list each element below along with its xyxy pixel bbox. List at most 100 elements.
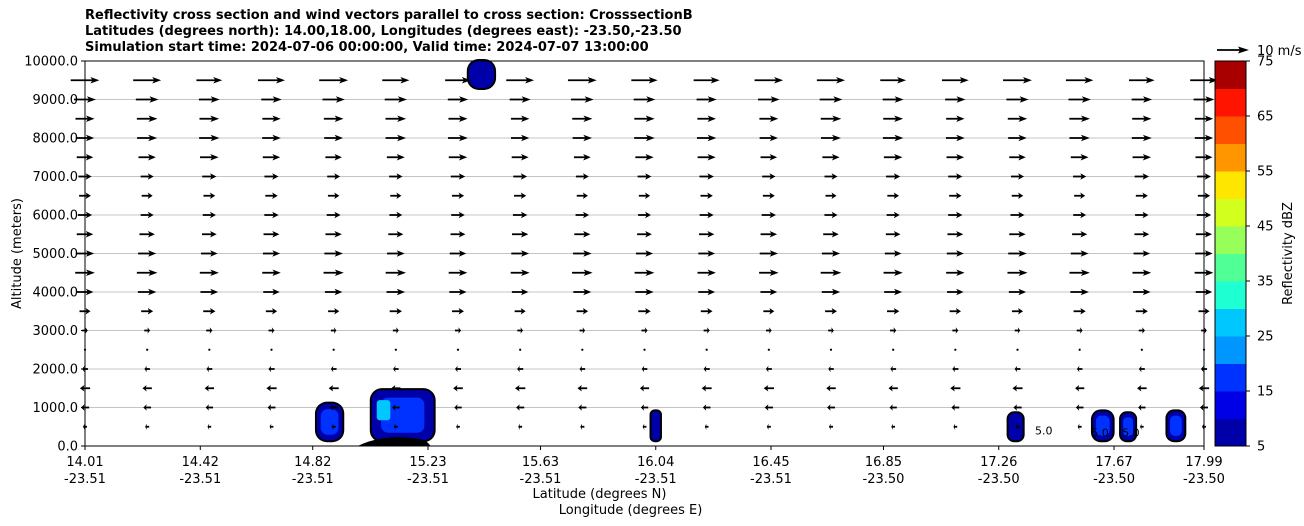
wind-vector-head — [458, 308, 465, 315]
wind-vector — [270, 348, 273, 351]
wind-vector-head — [707, 173, 714, 180]
colorbar-tick-label: 65 — [1257, 110, 1274, 125]
wind-vector — [1190, 77, 1218, 84]
wind-vector-head — [1022, 77, 1032, 84]
wind-vector-head — [645, 231, 652, 238]
wind-vector-head — [826, 385, 831, 392]
chart-title-line-2: Latitudes (degrees north): 14.00,18.00, … — [85, 24, 682, 39]
wind-vector-head — [831, 250, 841, 257]
wind-vector — [207, 423, 212, 430]
wind-vector — [264, 211, 279, 219]
wind-vector-head — [828, 365, 831, 373]
wind-vector-head — [769, 288, 778, 296]
wind-vector-head — [769, 192, 775, 199]
wind-vector — [698, 288, 716, 296]
wind-vector-head — [334, 154, 342, 161]
wind-vector-head — [459, 96, 469, 103]
wind-vector-head — [1018, 308, 1024, 315]
wind-vector — [519, 348, 522, 351]
wind-vector — [1003, 77, 1032, 84]
wind-vector — [208, 348, 211, 351]
wind-vector-head — [458, 231, 466, 238]
wind-vector — [824, 211, 838, 219]
wind-vector-head — [461, 77, 471, 84]
wind-vector — [511, 231, 529, 238]
wind-vector-head — [393, 423, 396, 430]
echo-core — [1095, 415, 1110, 436]
colorbar-segment — [1215, 116, 1246, 144]
wind-vector-head — [396, 154, 405, 161]
wind-vector — [954, 348, 957, 351]
wind-vector — [385, 134, 407, 142]
colorbar-segment — [1215, 143, 1246, 172]
wind-vector — [330, 327, 337, 334]
wind-vector-head — [769, 115, 779, 122]
wind-vector-head — [583, 231, 591, 238]
x-tick-label-lon: -23.50 — [1093, 472, 1135, 487]
wind-vector — [948, 211, 963, 219]
wind-vector — [146, 348, 149, 351]
wind-vector — [1194, 115, 1214, 122]
wind-vector-head — [1145, 77, 1155, 84]
wind-vector — [451, 308, 465, 315]
wind-vector-head — [1080, 154, 1089, 161]
chart-title-line-1: Reflectivity cross section and wind vect… — [85, 8, 693, 23]
wind-vector — [642, 423, 647, 430]
wind-vector — [1015, 423, 1020, 430]
echo-ground-outline — [357, 437, 431, 446]
wind-vector-head — [583, 154, 591, 161]
wind-vector — [945, 134, 965, 142]
wind-vector-head — [894, 115, 904, 122]
x-tick-label-lat: 15.63 — [522, 455, 559, 470]
wind-vector — [575, 211, 590, 219]
wind-vector — [142, 385, 152, 392]
wind-vector-head — [456, 423, 458, 430]
x-tick-label-lon: -23.51 — [635, 472, 677, 487]
wind-vector — [952, 327, 959, 334]
wind-vector — [705, 348, 708, 351]
wind-vector — [136, 269, 158, 276]
wind-vector-head — [891, 423, 893, 430]
wind-vector-head — [1138, 404, 1142, 411]
wind-vector-head — [396, 192, 402, 199]
wind-vector-head — [458, 250, 467, 257]
wind-vector-head — [1142, 192, 1148, 199]
wind-vector — [206, 327, 213, 334]
wind-vector-head — [396, 211, 403, 219]
x-tick-label-lat: 17.99 — [1185, 455, 1222, 470]
wind-vector — [1131, 96, 1153, 103]
wind-vector — [262, 134, 281, 142]
wind-vector — [323, 269, 344, 276]
wind-vector — [1200, 365, 1208, 373]
wind-vector — [392, 327, 399, 334]
wind-vector-head — [515, 385, 520, 392]
wind-vector — [262, 269, 281, 276]
wind-vector-head — [334, 115, 344, 122]
wind-vector-head — [517, 365, 520, 373]
wind-vector-head — [1138, 365, 1142, 373]
wind-vector-head — [454, 404, 458, 411]
wind-vector — [509, 96, 531, 103]
wind-vector — [1013, 404, 1022, 411]
wind-vector — [1070, 250, 1089, 257]
wind-vector-head — [396, 327, 399, 334]
wind-vector — [449, 288, 467, 296]
wind-vector — [704, 423, 709, 430]
wind-vector-head — [1142, 134, 1152, 142]
wind-vector-head — [1080, 250, 1089, 257]
wind-vector-head — [1143, 96, 1153, 103]
y-tick-label: 0.0 — [57, 440, 78, 455]
wind-vector-head — [396, 173, 403, 180]
wind-vector-head — [268, 365, 272, 373]
wind-vector — [263, 231, 280, 238]
wind-vector-head — [210, 154, 219, 161]
wind-vector — [882, 134, 904, 142]
wind-vector-head — [894, 154, 903, 161]
wind-vector-head — [521, 269, 530, 276]
wind-vector-head — [831, 288, 841, 296]
wind-vector — [825, 192, 837, 199]
wind-vector-head — [207, 423, 210, 430]
wind-vector — [206, 365, 213, 373]
wind-vector-head — [521, 154, 529, 161]
wind-vector-head — [1018, 192, 1024, 199]
